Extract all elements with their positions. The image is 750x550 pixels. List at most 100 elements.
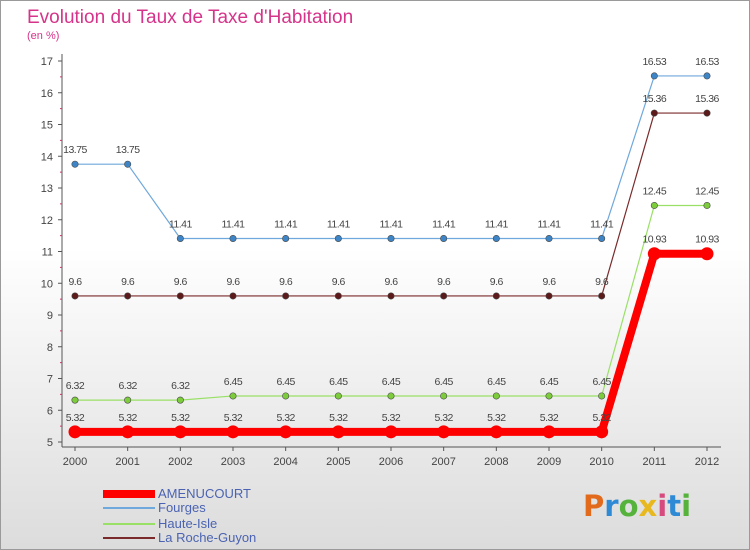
data-point <box>124 396 132 404</box>
data-label: 5.32 <box>487 412 506 424</box>
data-point <box>282 392 290 400</box>
y-tick-label: 7 <box>47 374 53 386</box>
data-point <box>440 292 448 300</box>
data-point <box>703 72 711 80</box>
data-point <box>598 292 606 300</box>
y-tick-label: 16 <box>41 88 53 100</box>
x-tick-label: 2006 <box>379 456 403 468</box>
data-point <box>545 292 553 300</box>
data-label: 11.41 <box>274 218 298 230</box>
data-label: 5.32 <box>66 412 85 424</box>
data-point <box>703 201 711 209</box>
data-label: 6.45 <box>329 376 348 388</box>
data-label: 11.41 <box>327 218 351 230</box>
data-point <box>650 201 658 209</box>
x-tick-label: 2002 <box>168 456 192 468</box>
x-tick-label: 2009 <box>537 456 561 468</box>
data-point <box>492 392 500 400</box>
data-point <box>542 425 556 439</box>
y-tick-label: 13 <box>41 183 53 195</box>
data-label: 6.32 <box>66 380 85 392</box>
data-point <box>226 425 240 439</box>
data-label: 6.45 <box>434 376 453 388</box>
data-label: 11.41 <box>222 218 246 230</box>
y-tick-label: 6 <box>47 405 53 417</box>
chart-unit-label: (en %) <box>27 30 60 42</box>
data-label: 9.6 <box>68 276 82 288</box>
data-point <box>334 292 342 300</box>
data-label: 6.32 <box>118 380 137 392</box>
data-point <box>647 247 661 261</box>
data-label: 9.6 <box>121 276 135 288</box>
data-label: 6.45 <box>592 376 611 388</box>
x-tick-label: 2005 <box>326 456 350 468</box>
data-label: 10.93 <box>695 234 719 246</box>
data-label: 9.6 <box>595 276 609 288</box>
data-label: 9.6 <box>226 276 240 288</box>
x-tick-label: 2011 <box>643 456 667 468</box>
data-point <box>650 109 658 117</box>
data-label: 5.32 <box>434 412 453 424</box>
legend-swatch <box>103 507 155 509</box>
series-line <box>75 204 707 401</box>
data-point <box>440 392 448 400</box>
legend-label: AMENUCOURT <box>158 486 251 501</box>
legend-label: Haute-Isle <box>158 516 218 531</box>
data-label: 9.6 <box>490 276 504 288</box>
proxiti-logo: Proxiti <box>583 489 692 523</box>
data-point <box>331 425 345 439</box>
data-label: 16.53 <box>695 56 719 68</box>
x-tick-label: 2001 <box>115 456 139 468</box>
data-label: 6.32 <box>171 380 190 392</box>
data-label: 11.41 <box>590 218 614 230</box>
data-label: 5.32 <box>276 412 295 424</box>
data-point <box>176 396 184 404</box>
data-point <box>121 425 135 439</box>
data-label: 6.45 <box>487 376 506 388</box>
data-point <box>334 234 342 242</box>
x-tick-label: 2000 <box>63 456 87 468</box>
data-point <box>598 234 606 242</box>
data-label: 9.6 <box>332 276 346 288</box>
x-tick-label: 2010 <box>589 456 613 468</box>
legend-item: AMENUCOURT <box>103 486 303 502</box>
x-tick-label: 2007 <box>431 456 455 468</box>
data-label: 9.6 <box>174 276 188 288</box>
data-point <box>492 234 500 242</box>
data-point <box>279 425 293 439</box>
chart-title: Evolution du Taux de Taxe d'Habitation <box>27 7 354 28</box>
data-label: 5.32 <box>224 412 243 424</box>
y-tick-label: 17 <box>41 56 53 68</box>
data-point <box>229 292 237 300</box>
data-point <box>124 160 132 168</box>
series-line <box>75 75 707 240</box>
y-tick-label: 9 <box>47 310 53 322</box>
data-label: 9.6 <box>279 276 293 288</box>
data-point <box>124 292 132 300</box>
data-point <box>545 392 553 400</box>
data-point <box>700 247 714 261</box>
data-label: 13.75 <box>116 144 140 156</box>
data-point <box>282 292 290 300</box>
data-label: 11.41 <box>538 218 562 230</box>
data-point <box>387 392 395 400</box>
data-label: 5.32 <box>592 412 611 424</box>
x-tick-label: 2004 <box>273 456 297 468</box>
data-label: 6.45 <box>382 376 401 388</box>
data-label: 5.32 <box>329 412 348 424</box>
data-label: 6.45 <box>276 376 295 388</box>
legend-swatch <box>103 537 155 539</box>
legend-label: Fourges <box>158 500 206 515</box>
data-label: 6.45 <box>224 376 243 388</box>
data-label: 11.41 <box>380 218 404 230</box>
data-label: 6.45 <box>540 376 559 388</box>
data-point <box>71 292 79 300</box>
data-label: 10.93 <box>642 234 666 246</box>
y-tick-label: 12 <box>41 215 53 227</box>
data-label: 11.41 <box>169 218 193 230</box>
data-point <box>68 425 82 439</box>
y-tick-label: 8 <box>47 342 53 354</box>
data-point <box>282 234 290 242</box>
data-point <box>176 292 184 300</box>
y-tick-label: 14 <box>41 151 53 163</box>
